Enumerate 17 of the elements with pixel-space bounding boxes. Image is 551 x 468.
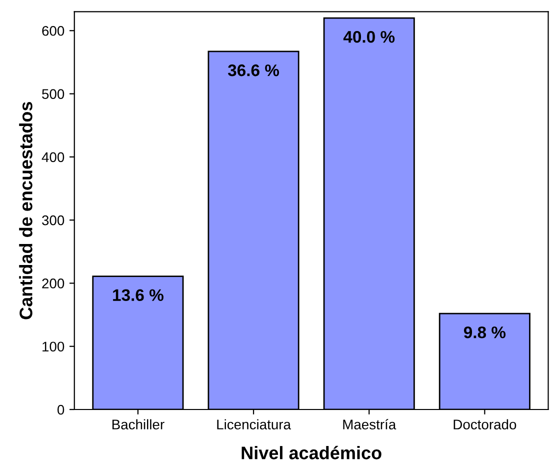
annotation: 9.8 % bbox=[464, 326, 506, 338]
y-axis-title: Cantidad de encuestados bbox=[19, 102, 32, 320]
y-tick-label: 500 bbox=[42, 89, 64, 99]
x-tick-label: Doctorado bbox=[454, 419, 516, 430]
y-tick-label: 300 bbox=[42, 215, 64, 226]
x-tick-label: Maestría bbox=[343, 419, 396, 430]
x-axis-title: Nivel académico bbox=[242, 446, 382, 460]
annotation: 36.6 % bbox=[228, 64, 280, 76]
y-tick-label: 400 bbox=[42, 152, 64, 162]
annotation: 40.0 % bbox=[343, 30, 395, 43]
y-tick-label: 200 bbox=[42, 278, 64, 288]
y-tick-label: 0 bbox=[57, 404, 64, 415]
x-tick-label: Licenciatura bbox=[217, 419, 291, 430]
y-tick-label: 100 bbox=[42, 342, 64, 352]
annotation: 13.6 % bbox=[113, 289, 164, 302]
x-tick-label: Bachiller bbox=[112, 419, 164, 430]
y-tick-label: 600 bbox=[42, 26, 64, 36]
